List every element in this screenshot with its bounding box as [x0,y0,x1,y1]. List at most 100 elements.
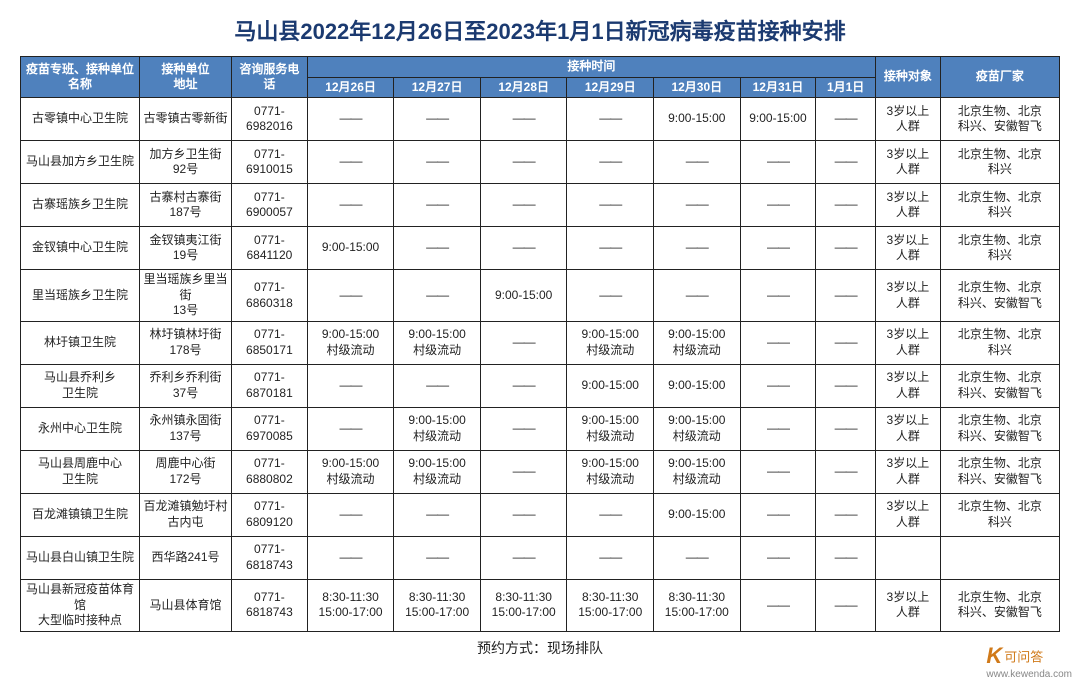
cell-addr: 林圩镇林圩街178号 [140,321,232,364]
cell-time: 9:00-15:00村级流动 [307,321,394,364]
cell-name: 永州中心卫生院 [21,407,140,450]
schedule-table: 疫苗专班、接种单位名称 接种单位地址 咨询服务电话 接种时间 接种对象 疫苗厂家… [20,56,1060,632]
table-row: 马山县新冠疫苗体育馆大型临时接种点马山县体育馆0771-68187438:30-… [21,579,1060,631]
th-date: 12月26日 [307,77,394,98]
cell-name: 里当瑶族乡卫生院 [21,270,140,322]
cell-time: —— [307,493,394,536]
cell-time: 8:30-11:3015:00-17:00 [307,579,394,631]
cell-time: —— [480,450,567,493]
cell-tel: 0771-6870181 [232,364,308,407]
cell-time: —— [654,536,741,579]
cell-time: 9:00-15:00村级流动 [654,407,741,450]
cell-tel: 0771-6860318 [232,270,308,322]
cell-time: —— [816,364,876,407]
th-addr: 接种单位地址 [140,57,232,98]
cell-time: —— [740,536,816,579]
cell-name: 马山县加方乡卫生院 [21,141,140,184]
cell-time: —— [480,227,567,270]
cell-time: —— [307,184,394,227]
cell-tel: 0771-6850171 [232,321,308,364]
cell-name: 百龙滩镇镇卫生院 [21,493,140,536]
cell-time: —— [307,536,394,579]
cell-time: —— [740,493,816,536]
watermark: K可问答 www.kewenda.com [986,643,1072,680]
cell-tel: 0771-6970085 [232,407,308,450]
cell-target: 3岁以上人群 [875,227,940,270]
th-name: 疫苗专班、接种单位名称 [21,57,140,98]
cell-time: 9:00-15:00 [307,227,394,270]
cell-target: 3岁以上人群 [875,579,940,631]
cell-time: —— [394,141,481,184]
th-tel: 咨询服务电话 [232,57,308,98]
cell-time: —— [816,227,876,270]
cell-time: —— [567,493,654,536]
cell-maker: 北京生物、北京科兴、安徽智飞 [940,579,1059,631]
watermark-url: www.kewenda.com [986,669,1072,680]
watermark-k-icon: K [986,643,1002,669]
cell-time: —— [394,227,481,270]
cell-time: 9:00-15:00 [654,364,741,407]
cell-addr: 金钗镇夷江街19号 [140,227,232,270]
cell-target: 3岁以上人群 [875,270,940,322]
table-row: 里当瑶族乡卫生院里当瑶族乡里当街13号0771-6860318————9:00-… [21,270,1060,322]
cell-time: —— [740,321,816,364]
cell-addr: 永州镇永固街137号 [140,407,232,450]
cell-time: —— [654,227,741,270]
cell-time: —— [567,98,654,141]
cell-maker: 北京生物、北京科兴 [940,321,1059,364]
cell-tel: 0771-6900057 [232,184,308,227]
cell-target: 3岁以上人群 [875,364,940,407]
cell-addr: 百龙滩镇勉圩村古内屯 [140,493,232,536]
cell-time: —— [394,364,481,407]
cell-maker [940,536,1059,579]
cell-time: 8:30-11:3015:00-17:00 [394,579,481,631]
cell-addr: 加方乡卫生街92号 [140,141,232,184]
cell-tel: 0771-6818743 [232,536,308,579]
cell-tel: 0771-6982016 [232,98,308,141]
cell-tel: 0771-6809120 [232,493,308,536]
cell-tel: 0771-6880802 [232,450,308,493]
table-row: 马山县加方乡卫生院加方乡卫生街92号0771-6910015——————————… [21,141,1060,184]
cell-target: 3岁以上人群 [875,141,940,184]
table-row: 古寨瑶族乡卫生院古寨村古寨街187号0771-6900057——————————… [21,184,1060,227]
cell-tel: 0771-6818743 [232,579,308,631]
cell-target: 3岁以上人群 [875,98,940,141]
cell-time: —— [816,407,876,450]
th-date: 12月28日 [480,77,567,98]
cell-time: —— [480,364,567,407]
cell-time: —— [740,227,816,270]
cell-time: —— [480,407,567,450]
cell-time: 9:00-15:00村级流动 [654,321,741,364]
cell-time: 8:30-11:3015:00-17:00 [654,579,741,631]
cell-name: 马山县新冠疫苗体育馆大型临时接种点 [21,579,140,631]
cell-time: —— [740,450,816,493]
cell-time: —— [480,98,567,141]
cell-addr: 周鹿中心街172号 [140,450,232,493]
cell-time: 9:00-15:00村级流动 [394,450,481,493]
cell-maker: 北京生物、北京科兴、安徽智飞 [940,270,1059,322]
cell-time: 9:00-15:00村级流动 [394,321,481,364]
cell-time: 8:30-11:3015:00-17:00 [567,579,654,631]
cell-time: —— [816,493,876,536]
cell-time: —— [567,184,654,227]
cell-time: 9:00-15:00 [567,364,654,407]
cell-time: —— [307,98,394,141]
th-date: 12月30日 [654,77,741,98]
cell-time: —— [816,98,876,141]
cell-time: —— [740,141,816,184]
cell-name: 林圩镇卫生院 [21,321,140,364]
cell-time: —— [567,270,654,322]
cell-addr: 古寨村古寨街187号 [140,184,232,227]
cell-time: 9:00-15:00村级流动 [394,407,481,450]
cell-time: —— [654,141,741,184]
cell-time: 9:00-15:00 [654,98,741,141]
cell-addr: 马山县体育馆 [140,579,232,631]
cell-target: 3岁以上人群 [875,184,940,227]
cell-addr: 乔利乡乔利街37号 [140,364,232,407]
page-title: 马山县2022年12月26日至2023年1月1日新冠病毒疫苗接种安排 [0,0,1080,56]
cell-time: —— [307,364,394,407]
cell-target [875,536,940,579]
cell-time: —— [480,321,567,364]
cell-time: 9:00-15:00村级流动 [567,321,654,364]
cell-time: —— [567,227,654,270]
